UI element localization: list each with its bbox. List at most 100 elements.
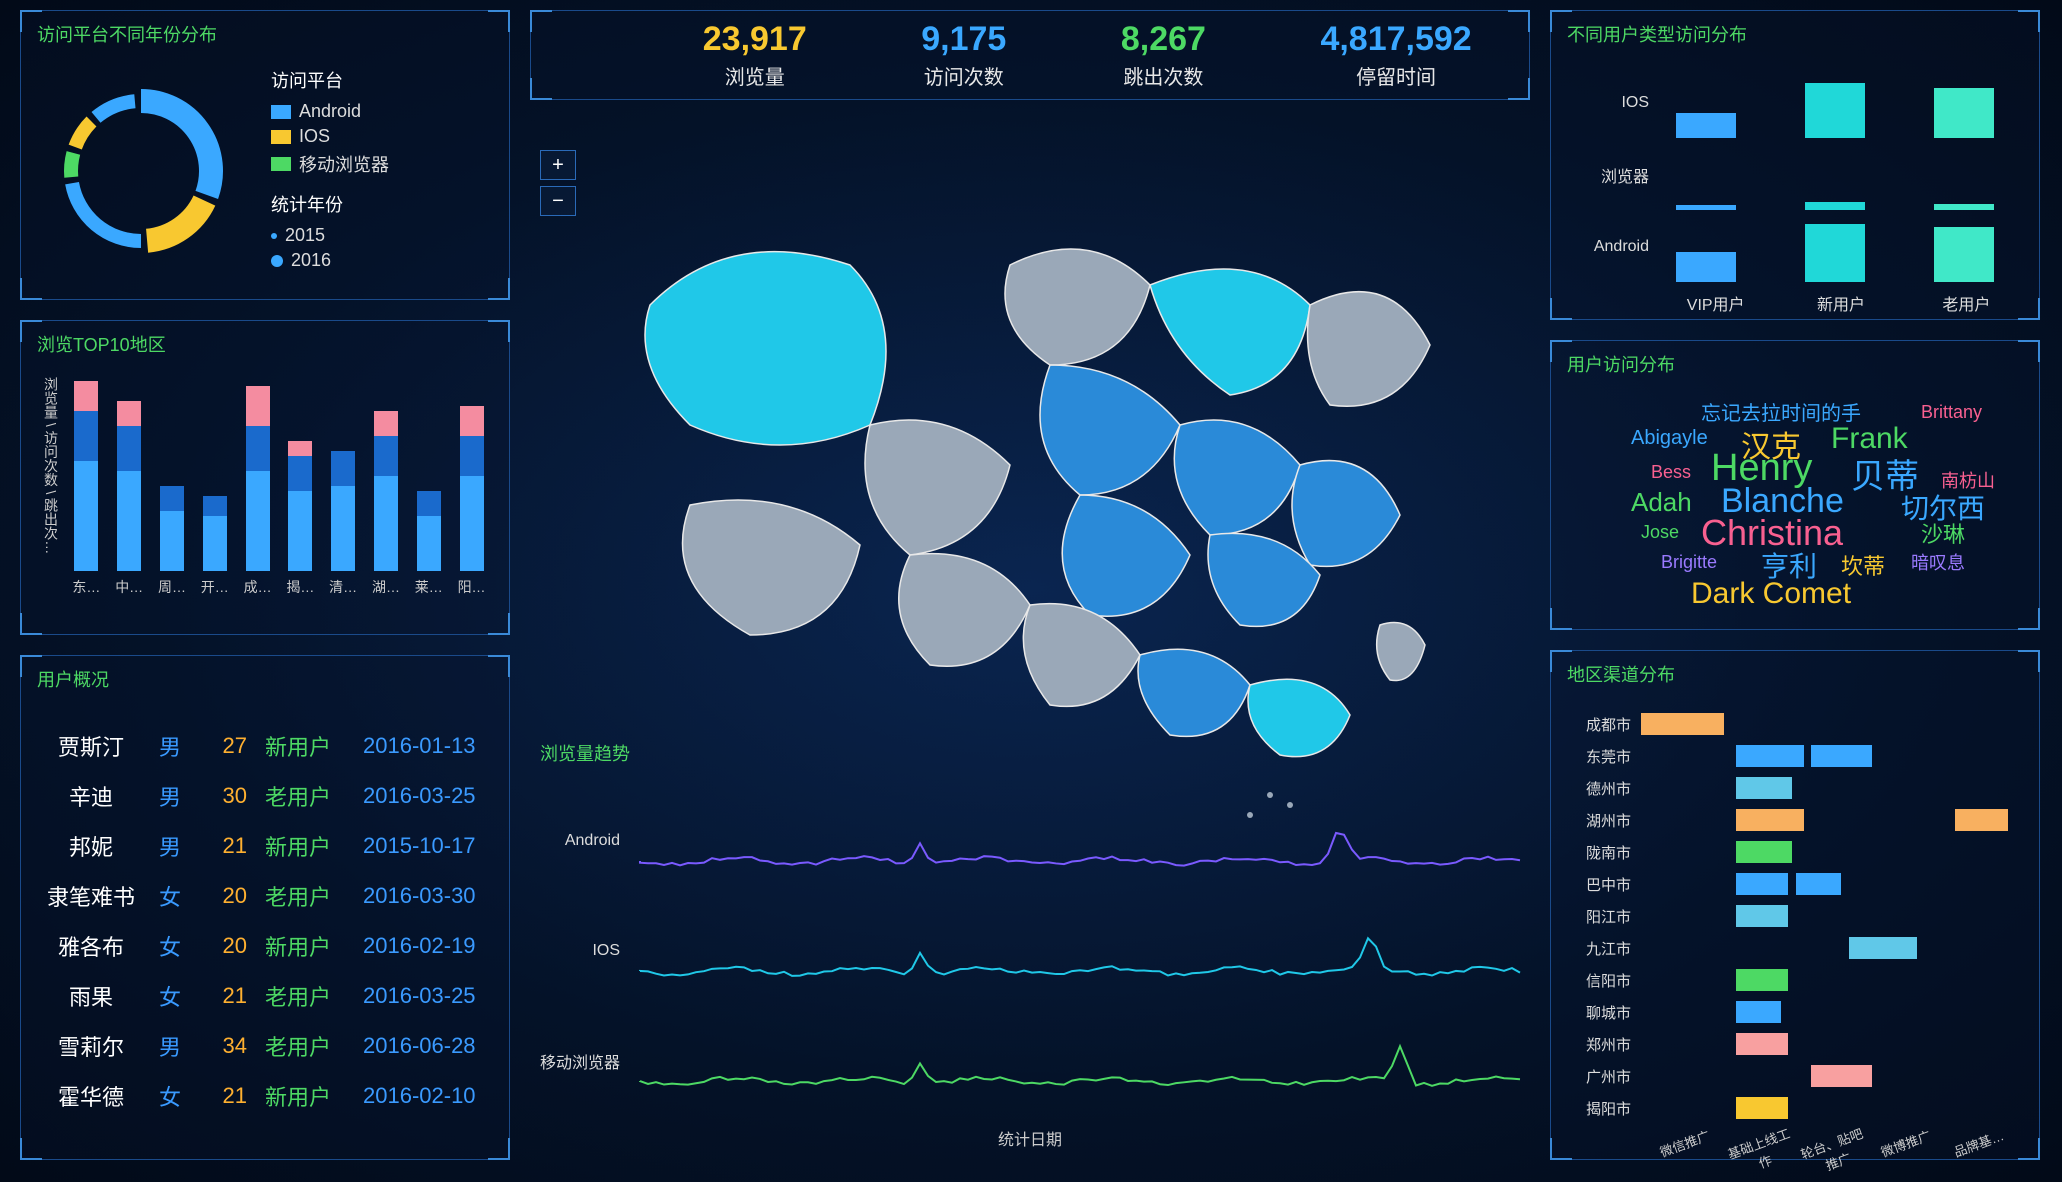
map-province[interactable]	[1138, 649, 1250, 736]
user-row: 霍华德 女 21 新用户 2016-02-10	[41, 1080, 489, 1112]
bar-column: 清…	[326, 451, 361, 597]
map-province[interactable]	[1377, 623, 1425, 681]
bar-column: 揭…	[283, 441, 318, 597]
usertype-panel: 不同用户类型访问分布 IOS 浏览器 Android VIP用户新用户老用户	[1550, 10, 2040, 320]
kpi-label: 浏览量	[703, 61, 807, 90]
map-province[interactable]	[1150, 269, 1310, 395]
user-row: 隶笔难书 女 20 老用户 2016-03-30	[41, 880, 489, 912]
wordcloud-word: Dark Comet	[1691, 577, 1851, 611]
legend-item: 移动浏览器	[271, 151, 389, 177]
kpi-item: 8,267 跳出次数	[1121, 20, 1206, 90]
user-row: 贾斯汀 男 27 新用户 2016-01-13	[41, 730, 489, 762]
user-row: 雨果 女 21 老用户 2016-03-25	[41, 980, 489, 1012]
top10-title: 浏览TOP10地区	[21, 321, 509, 367]
wordcloud-word: 暗叹息	[1911, 549, 1965, 575]
zoom-out-button[interactable]: −	[540, 186, 576, 216]
kpi-item: 9,175 访问次数	[921, 20, 1006, 90]
map-province[interactable]	[683, 500, 861, 635]
usertype-row: Android	[1581, 212, 2009, 282]
channel-row: 揭阳市	[1571, 1093, 2019, 1123]
wordcloud-word: 沙琳	[1921, 517, 1965, 549]
kpi-label: 停留时间	[1320, 61, 1471, 90]
legend-item: 2016	[271, 250, 389, 271]
map-province[interactable]	[865, 420, 1010, 555]
bar-column: 东…	[69, 381, 104, 597]
channel-row: 九江市	[1571, 933, 2019, 963]
donut-chart	[41, 71, 241, 271]
top10-panel: 浏览TOP10地区 浏览量 \ 访问次数 \ 跳出次… 东… 中… 周… 开…	[20, 320, 510, 635]
channel-row: 成都市	[1571, 709, 2019, 739]
map-province[interactable]	[645, 252, 886, 445]
legend-item: IOS	[271, 126, 389, 147]
trend-row: 移动浏览器	[530, 1006, 1530, 1116]
map-province[interactable]	[1005, 249, 1150, 365]
channel-row: 聊城市	[1571, 997, 2019, 1027]
kpi-value: 8,267	[1121, 20, 1206, 59]
channel-row: 广州市	[1571, 1061, 2019, 1091]
kpi-value: 4,817,592	[1320, 20, 1471, 59]
trend-panel: 浏览量趋势 Android IOS 移动浏览器 统计日期	[530, 740, 1530, 1160]
bar-column: 莱…	[411, 491, 446, 597]
map-province[interactable]	[1023, 604, 1140, 707]
wordcloud-word: Jose	[1641, 522, 1679, 543]
kpi-value: 23,917	[703, 20, 807, 59]
bar-column: 开…	[197, 496, 232, 597]
wordcloud-word: Adah	[1631, 487, 1692, 518]
legend-item: 2015	[271, 225, 389, 246]
kpi-label: 跳出次数	[1121, 61, 1206, 90]
trend-title: 浏览量趋势	[530, 740, 1530, 766]
donut-legend: 访问平台 Android IOS 移动浏览器 统计年份 2015 2016	[271, 67, 389, 275]
top10-ylabel: 浏览量 \ 访问次数 \ 跳出次…	[41, 377, 61, 620]
user-row: 雅各布 女 20 新用户 2016-02-19	[41, 930, 489, 962]
trend-row: Android	[530, 786, 1530, 896]
legend-platform-title: 访问平台	[271, 67, 389, 93]
map-province[interactable]	[1292, 461, 1400, 567]
donut-panel: 访问平台不同年份分布 访问平台 Android IOS 移动浏览器 统计年份 201…	[20, 10, 510, 300]
legend-item: Android	[271, 101, 389, 122]
user-row: 雪莉尔 男 34 老用户 2016-06-28	[41, 1030, 489, 1062]
usertype-title: 不同用户类型访问分布	[1551, 11, 2039, 57]
legend-year-title: 统计年份	[271, 191, 389, 217]
kpi-label: 访问次数	[921, 61, 1006, 90]
kpi-row: 23,917 浏览量 9,175 访问次数 8,267 跳出次数 4,817,592 …	[530, 10, 1530, 100]
users-panel: 用户概况 贾斯汀 男 27 新用户 2016-01-13 辛迪 男 30 老用户…	[20, 655, 510, 1160]
channel-row: 信阳市	[1571, 965, 2019, 995]
wordcloud-word: Abigayle	[1631, 427, 1708, 450]
channel-row: 东莞市	[1571, 741, 2019, 771]
map-province[interactable]	[1308, 292, 1431, 407]
channel-row: 郑州市	[1571, 1029, 2019, 1059]
map-province[interactable]	[1174, 420, 1300, 535]
china-map[interactable]	[530, 120, 1530, 830]
trend-row: IOS	[530, 896, 1530, 1006]
bar-column: 中…	[112, 401, 147, 597]
map-province[interactable]	[1040, 365, 1180, 495]
kpi-item: 4,817,592 停留时间	[1320, 20, 1471, 90]
bar-column: 成…	[240, 386, 275, 597]
channel-panel: 地区渠道分布 成都市 东莞市 德州市 湖州市 陇南市 巴中市 阳江市 九江市 信…	[1550, 650, 2040, 1160]
kpi-value: 9,175	[921, 20, 1006, 59]
donut-title: 访问平台不同年份分布	[21, 11, 509, 57]
channel-row: 湖州市	[1571, 805, 2019, 835]
trend-xlabel: 统计日期	[530, 1126, 1530, 1150]
wordcloud-word: Brigitte	[1661, 552, 1717, 573]
wordcloud-word: Brittany	[1921, 402, 1982, 423]
map-province[interactable]	[899, 554, 1030, 667]
bar-column: 湖…	[369, 411, 404, 597]
usertype-row: 浏览器	[1581, 140, 2009, 210]
channel-title: 地区渠道分布	[1551, 651, 2039, 697]
user-row: 邦妮 男 21 新用户 2015-10-17	[41, 830, 489, 862]
zoom-in-button[interactable]: +	[540, 150, 576, 180]
wordcloud-word: Bess	[1651, 462, 1691, 483]
usertype-row: IOS	[1581, 68, 2009, 138]
channel-row: 巴中市	[1571, 869, 2019, 899]
map-province[interactable]	[1062, 495, 1190, 616]
channel-row: 陇南市	[1571, 837, 2019, 867]
bar-column: 周…	[155, 486, 190, 597]
user-row: 辛迪 男 30 老用户 2016-03-25	[41, 780, 489, 812]
bar-column: 阳…	[454, 406, 489, 597]
china-map-area: + −	[530, 120, 1530, 830]
wordcloud-title: 用户访问分布	[1551, 341, 2039, 387]
channel-row: 德州市	[1571, 773, 2019, 803]
channel-row: 阳江市	[1571, 901, 2019, 931]
wordcloud-panel: 用户访问分布 忘记去拉时间的手BrittanyAbigayle汉克FrankBe…	[1550, 340, 2040, 630]
